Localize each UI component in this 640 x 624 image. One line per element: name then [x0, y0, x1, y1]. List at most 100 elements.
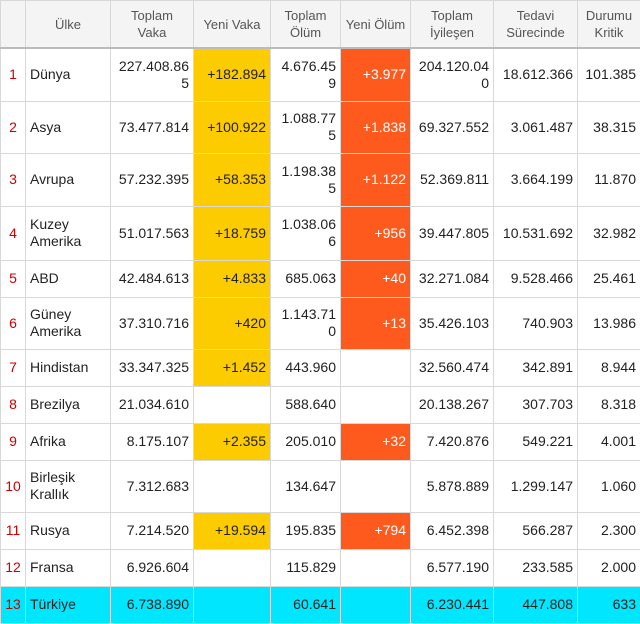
total-cases: 7.312.683 [111, 460, 194, 512]
new-deaths [341, 386, 411, 423]
total-recovered: 39.447.805 [411, 206, 494, 260]
new-cases: +1.452 [194, 349, 271, 386]
new-cases: +4.833 [194, 260, 271, 297]
column-header: Yeni Vaka [194, 1, 271, 49]
total-cases: 42.484.613 [111, 260, 194, 297]
new-cases: +100.922 [194, 101, 271, 153]
active-cases: 233.585 [494, 549, 578, 586]
active-cases: 342.891 [494, 349, 578, 386]
column-header: Toplam Ölüm [271, 1, 341, 49]
new-deaths [341, 349, 411, 386]
new-cases [194, 586, 271, 623]
total-cases: 51.017.563 [111, 206, 194, 260]
total-cases: 33.347.325 [111, 349, 194, 386]
critical-cases: 2.300 [578, 512, 640, 549]
total-recovered: 6.577.190 [411, 549, 494, 586]
column-header: Yeni Ölüm [341, 1, 411, 49]
new-cases: +18.759 [194, 206, 271, 260]
new-cases: +2.355 [194, 423, 271, 460]
new-deaths: +1.122 [341, 153, 411, 206]
new-cases: +19.594 [194, 512, 271, 549]
column-header: Tedavi Sürecinde [494, 1, 578, 49]
critical-cases: 1.060 [578, 460, 640, 512]
active-cases: 549.221 [494, 423, 578, 460]
column-header: Ülke [26, 1, 111, 49]
critical-cases: 101.385 [578, 48, 640, 101]
country: Birleşik Krallık [26, 460, 111, 512]
total-cases: 227.408.865 [111, 48, 194, 101]
active-cases: 566.287 [494, 512, 578, 549]
total-deaths: 1.198.385 [271, 153, 341, 206]
rank: 12 [1, 549, 26, 586]
total-recovered: 69.327.552 [411, 101, 494, 153]
new-deaths: +794 [341, 512, 411, 549]
total-deaths: 195.835 [271, 512, 341, 549]
total-cases: 21.034.610 [111, 386, 194, 423]
total-deaths: 588.640 [271, 386, 341, 423]
country: Brezilya [26, 386, 111, 423]
country: Asya [26, 101, 111, 153]
total-deaths: 4.676.459 [271, 48, 341, 101]
total-recovered: 35.426.103 [411, 297, 494, 349]
rank-header [1, 1, 26, 49]
total-deaths: 1.038.066 [271, 206, 341, 260]
total-deaths: 134.647 [271, 460, 341, 512]
critical-cases: 11.870 [578, 153, 640, 206]
critical-cases: 32.982 [578, 206, 640, 260]
column-header: Toplam İyileşen [411, 1, 494, 49]
rank: 10 [1, 460, 26, 512]
critical-cases: 25.461 [578, 260, 640, 297]
country: Afrika [26, 423, 111, 460]
country: Avrupa [26, 153, 111, 206]
new-deaths: +956 [341, 206, 411, 260]
total-cases: 7.214.520 [111, 512, 194, 549]
total-deaths: 205.010 [271, 423, 341, 460]
total-cases: 8.175.107 [111, 423, 194, 460]
new-cases [194, 386, 271, 423]
total-cases: 37.310.716 [111, 297, 194, 349]
total-recovered: 5.878.889 [411, 460, 494, 512]
total-deaths: 60.641 [271, 586, 341, 623]
rank: 11 [1, 512, 26, 549]
active-cases: 18.612.366 [494, 48, 578, 101]
rank: 4 [1, 206, 26, 260]
active-cases: 740.903 [494, 297, 578, 349]
new-cases: +420 [194, 297, 271, 349]
rank: 1 [1, 48, 26, 101]
total-recovered: 52.369.811 [411, 153, 494, 206]
country: Türkiye [26, 586, 111, 623]
active-cases: 447.808 [494, 586, 578, 623]
active-cases: 307.703 [494, 386, 578, 423]
total-deaths: 1.088.775 [271, 101, 341, 153]
total-recovered: 6.230.441 [411, 586, 494, 623]
country: Güney Amerika [26, 297, 111, 349]
rank: 7 [1, 349, 26, 386]
country: Hindistan [26, 349, 111, 386]
total-deaths: 443.960 [271, 349, 341, 386]
rank: 13 [1, 586, 26, 623]
total-recovered: 204.120.040 [411, 48, 494, 101]
total-deaths: 115.829 [271, 549, 341, 586]
rank: 8 [1, 386, 26, 423]
active-cases: 9.528.466 [494, 260, 578, 297]
country: Fransa [26, 549, 111, 586]
active-cases: 3.664.199 [494, 153, 578, 206]
new-cases [194, 460, 271, 512]
rank: 5 [1, 260, 26, 297]
new-deaths [341, 460, 411, 512]
rank: 6 [1, 297, 26, 349]
critical-cases: 2.000 [578, 549, 640, 586]
new-cases [194, 549, 271, 586]
active-cases: 10.531.692 [494, 206, 578, 260]
